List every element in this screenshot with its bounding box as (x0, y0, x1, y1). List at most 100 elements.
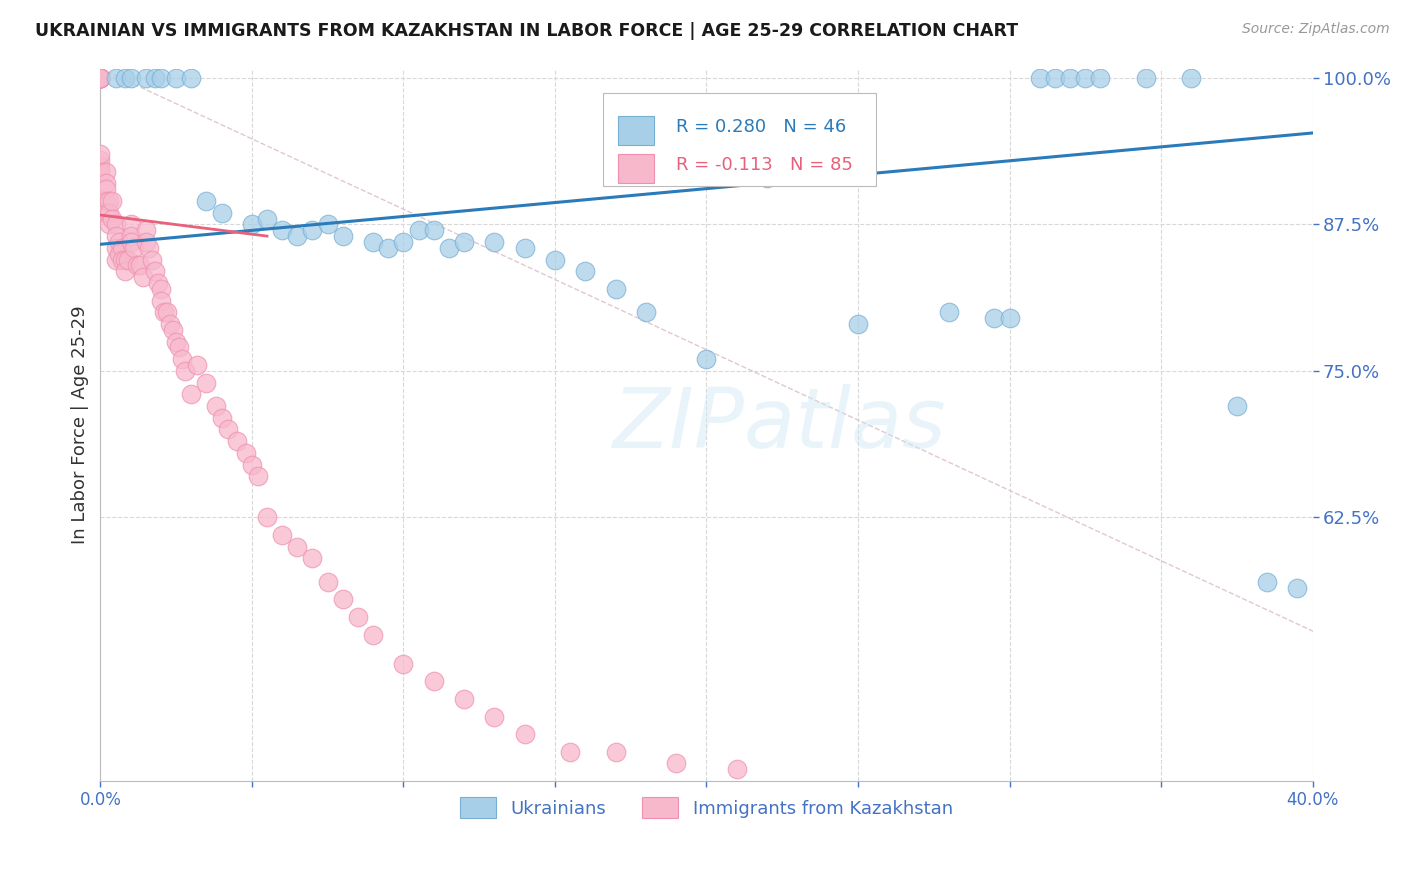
Point (172, 352, 194, 367)
Point (98, 218, 121, 232)
Point (361, 627, 384, 641)
Point (89, 70, 111, 85)
Point (165, 334, 187, 349)
Point (153, 305, 176, 319)
Text: Source: ZipAtlas.com: Source: ZipAtlas.com (1241, 22, 1389, 37)
Point (271, 528, 294, 542)
Point (128, 259, 150, 273)
Point (149, 282, 172, 296)
Point (453, 235, 475, 249)
Point (285, 229, 308, 244)
Point (162, 323, 184, 337)
Point (89, 70, 111, 85)
Point (1256, 574, 1278, 589)
Bar (619, 116, 654, 145)
Point (122, 241, 145, 255)
Point (422, 223, 444, 237)
Point (256, 510, 278, 524)
Point (120, 235, 142, 249)
Point (114, 264, 136, 278)
Point (240, 458, 263, 472)
Point (180, 387, 202, 401)
Point (89, 70, 111, 85)
Point (125, 259, 148, 273)
Point (484, 709, 506, 723)
Point (89, 70, 111, 85)
FancyBboxPatch shape (603, 94, 876, 186)
Bar (619, 154, 654, 183)
Text: R = -0.113   N = 85: R = -0.113 N = 85 (676, 156, 853, 174)
Point (544, 252, 567, 267)
Point (211, 410, 233, 425)
Point (96, 194, 118, 208)
Point (453, 692, 475, 706)
Point (165, 70, 187, 85)
Point (332, 592, 354, 607)
Point (1226, 399, 1249, 413)
Point (135, 223, 157, 237)
Point (574, 264, 596, 278)
Point (96, 182, 118, 196)
Text: ZIPatlas: ZIPatlas (613, 384, 946, 466)
Point (558, 745, 581, 759)
Y-axis label: In Labor Force | Age 25-29: In Labor Force | Age 25-29 (72, 305, 89, 544)
Point (149, 293, 172, 308)
Point (120, 70, 142, 85)
Point (513, 241, 536, 255)
Point (180, 70, 202, 85)
Point (107, 246, 129, 260)
Point (149, 70, 172, 85)
Point (138, 241, 160, 255)
Point (211, 205, 233, 219)
Point (156, 305, 179, 319)
Point (89, 70, 111, 85)
Point (107, 235, 129, 249)
Point (143, 264, 166, 278)
Point (98, 205, 121, 219)
Point (1135, 70, 1157, 85)
Point (96, 205, 118, 219)
Point (235, 446, 257, 460)
Point (347, 610, 370, 624)
Point (983, 311, 1005, 326)
Point (135, 235, 157, 249)
Point (89, 153, 111, 167)
Point (167, 340, 190, 354)
Point (143, 70, 166, 85)
Point (422, 674, 444, 689)
Point (110, 241, 132, 255)
Point (174, 364, 197, 378)
Point (484, 235, 506, 249)
Point (96, 177, 118, 191)
Point (1090, 70, 1112, 85)
Point (332, 229, 354, 244)
Point (408, 223, 430, 237)
Point (135, 70, 157, 85)
Point (96, 164, 118, 178)
Point (141, 252, 163, 267)
Point (1180, 70, 1202, 85)
Point (110, 252, 132, 267)
Legend: Ukrainians, Immigrants from Kazakhstan: Ukrainians, Immigrants from Kazakhstan (453, 790, 960, 825)
Point (104, 252, 127, 267)
Point (240, 218, 263, 232)
Point (159, 317, 181, 331)
Point (89, 70, 111, 85)
Point (101, 211, 124, 226)
Point (89, 164, 111, 178)
Point (665, 756, 688, 771)
Point (186, 358, 208, 372)
Point (725, 762, 748, 776)
Point (1286, 581, 1309, 595)
Point (1029, 70, 1052, 85)
Point (120, 229, 142, 244)
Point (114, 70, 136, 85)
Point (846, 317, 869, 331)
Point (316, 574, 339, 589)
Point (104, 241, 127, 255)
Point (89, 70, 111, 85)
Point (938, 305, 960, 319)
Text: R = 0.280   N = 46: R = 0.280 N = 46 (676, 118, 846, 136)
Point (437, 241, 460, 255)
Point (217, 422, 239, 436)
